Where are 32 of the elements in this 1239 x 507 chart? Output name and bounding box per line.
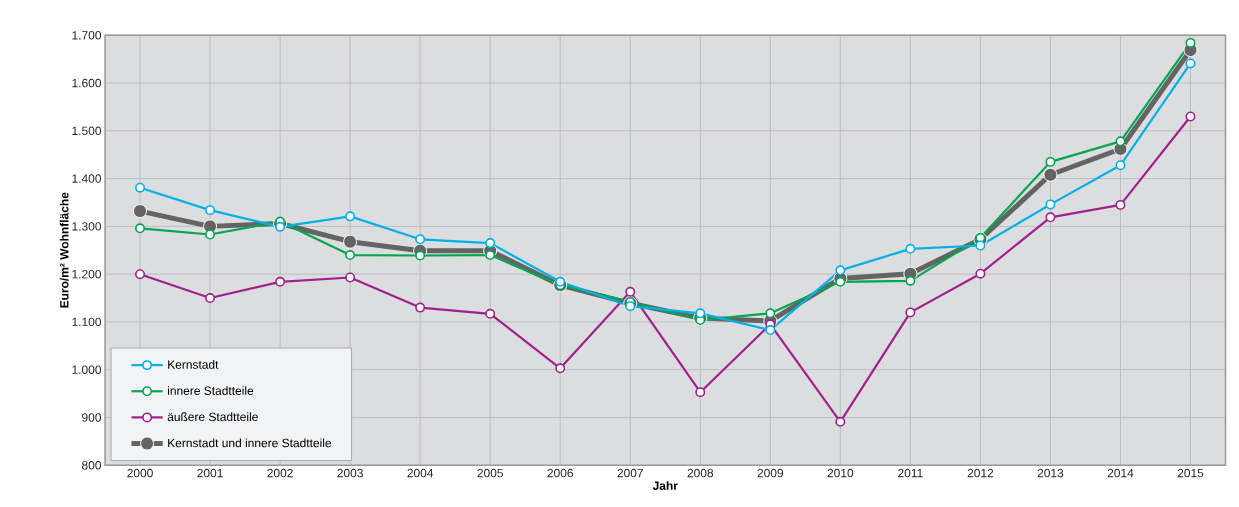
x-axis-title: Jahr bbox=[652, 481, 678, 490]
x-tick-label: 2003 bbox=[337, 468, 363, 478]
y-tick-label: 1.200 bbox=[72, 269, 102, 279]
x-tick-label: 2014 bbox=[1107, 468, 1134, 478]
x-tick-label: 2015 bbox=[1177, 468, 1204, 478]
y-tick-label: 1.600 bbox=[72, 78, 102, 88]
x-tick-label: 2007 bbox=[617, 468, 643, 478]
x-tick-label: 2006 bbox=[547, 468, 574, 478]
legend-label: Kernstadt und innere Stadtteile bbox=[168, 438, 332, 448]
y-tick-label: 1.700 bbox=[72, 31, 102, 40]
y-tick-label: 1.500 bbox=[72, 126, 102, 136]
x-tick-label: 2012 bbox=[967, 468, 994, 478]
y-tick-label: 1.400 bbox=[72, 174, 102, 183]
legend-label: Kernstadt bbox=[168, 360, 219, 369]
y-tick-label: 1.100 bbox=[72, 317, 102, 327]
y-tick-label: 1.300 bbox=[72, 222, 102, 231]
x-tick-label: 2004 bbox=[407, 468, 434, 478]
x-tick-label: 2008 bbox=[687, 468, 714, 478]
y-axis-title: Euro/m² Wohnfläche bbox=[59, 192, 69, 308]
x-tick-label: 2000 bbox=[127, 468, 153, 478]
x-tick-label: 2001 bbox=[197, 468, 223, 478]
x-tick-label: 2011 bbox=[898, 468, 923, 478]
x-tick-label: 2010 bbox=[827, 468, 854, 478]
y-tick-label: 1.000 bbox=[72, 365, 102, 375]
x-tick-label: 2002 bbox=[267, 468, 293, 478]
y-tick-label: 800 bbox=[82, 461, 102, 470]
x-tick-label: 2005 bbox=[477, 468, 503, 478]
legend-label: äußere Stadtteile bbox=[167, 412, 258, 422]
y-tick-label: 900 bbox=[82, 413, 102, 422]
x-tick-label: 2009 bbox=[757, 468, 784, 478]
x-tick-label: 2013 bbox=[1037, 468, 1064, 478]
legend-label: innere Stadtteile bbox=[168, 386, 254, 396]
